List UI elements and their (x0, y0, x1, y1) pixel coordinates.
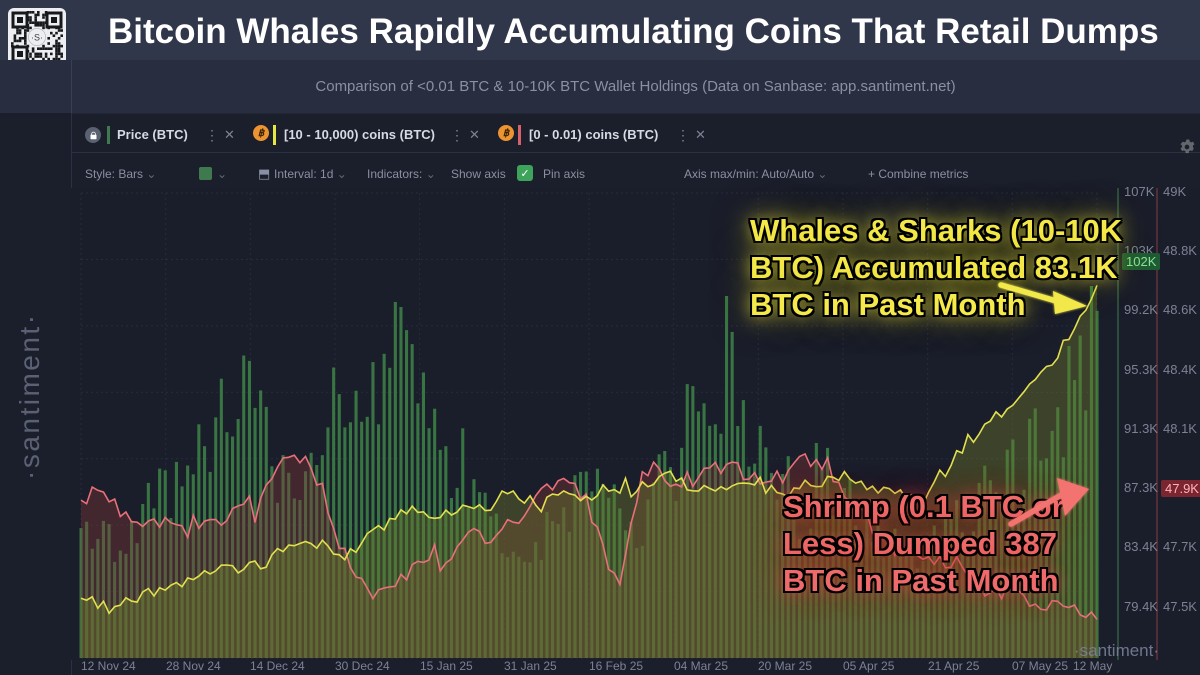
svg-text:·S·: ·S· (31, 33, 43, 43)
